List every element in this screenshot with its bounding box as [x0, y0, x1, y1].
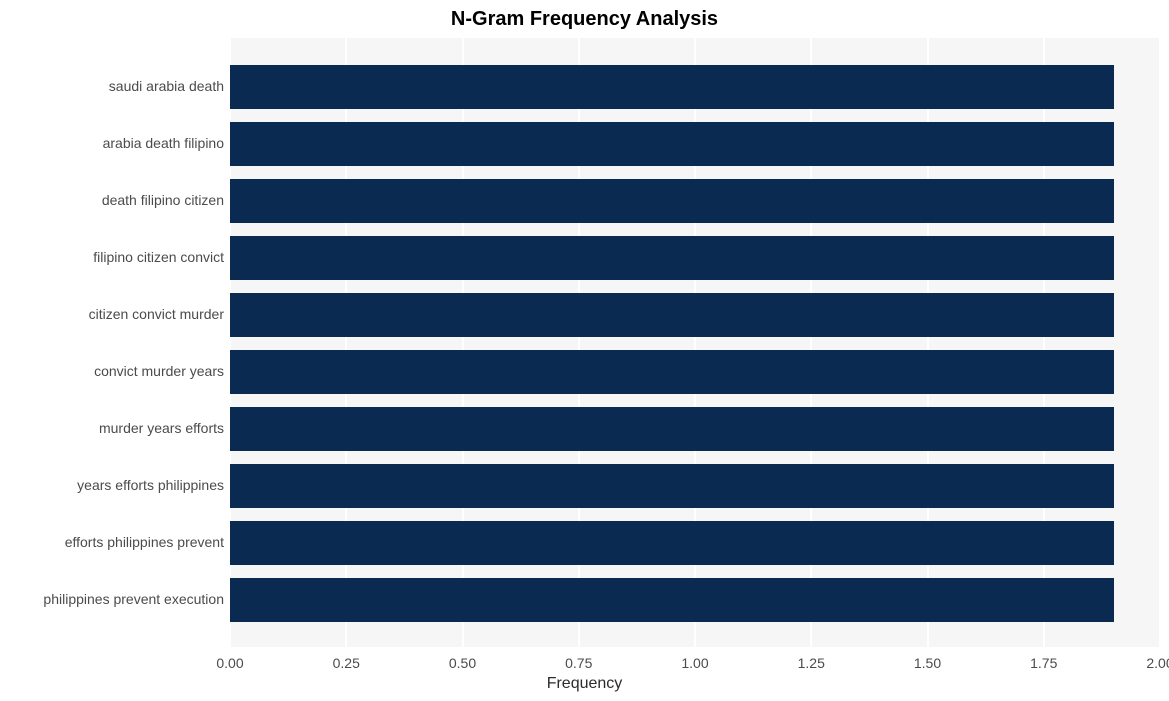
bar: [230, 236, 1114, 280]
bar: [230, 521, 1114, 565]
bar-row: [230, 179, 1160, 223]
x-tick-label: 1.50: [914, 655, 941, 671]
x-tick-label: 0.50: [449, 655, 476, 671]
bar-row: [230, 521, 1160, 565]
y-tick-label: years efforts philippines: [0, 477, 224, 493]
bar-row: [230, 578, 1160, 622]
bar-row: [230, 464, 1160, 508]
x-tick-label: 1.25: [798, 655, 825, 671]
ngram-frequency-chart: N-Gram Frequency Analysis Frequency 0.00…: [0, 0, 1169, 701]
x-tick-label: 1.00: [681, 655, 708, 671]
y-tick-label: efforts philippines prevent: [0, 534, 224, 550]
y-tick-label: murder years efforts: [0, 420, 224, 436]
bar-row: [230, 236, 1160, 280]
y-tick-label: filipino citizen convict: [0, 249, 224, 265]
bar-row: [230, 122, 1160, 166]
bar-row: [230, 407, 1160, 451]
bar-row: [230, 65, 1160, 109]
bar: [230, 293, 1114, 337]
y-tick-label: saudi arabia death: [0, 78, 224, 94]
bar: [230, 350, 1114, 394]
y-tick-label: death filipino citizen: [0, 192, 224, 208]
bar: [230, 578, 1114, 622]
bar-row: [230, 350, 1160, 394]
bar: [230, 122, 1114, 166]
chart-title: N-Gram Frequency Analysis: [0, 8, 1169, 31]
x-axis-title: Frequency: [0, 675, 1169, 693]
x-tick-label: 0.75: [565, 655, 592, 671]
x-tick-label: 0.00: [216, 655, 243, 671]
bar: [230, 464, 1114, 508]
bar: [230, 407, 1114, 451]
y-tick-label: arabia death filipino: [0, 135, 224, 151]
y-tick-label: citizen convict murder: [0, 306, 224, 322]
x-tick-label: 2.00: [1146, 655, 1169, 671]
y-tick-label: convict murder years: [0, 363, 224, 379]
y-tick-label: philippines prevent execution: [0, 591, 224, 607]
plot-area: [230, 38, 1160, 647]
bar: [230, 65, 1114, 109]
x-tick-label: 0.25: [333, 655, 360, 671]
x-tick-label: 1.75: [1030, 655, 1057, 671]
bar: [230, 179, 1114, 223]
bar-row: [230, 293, 1160, 337]
